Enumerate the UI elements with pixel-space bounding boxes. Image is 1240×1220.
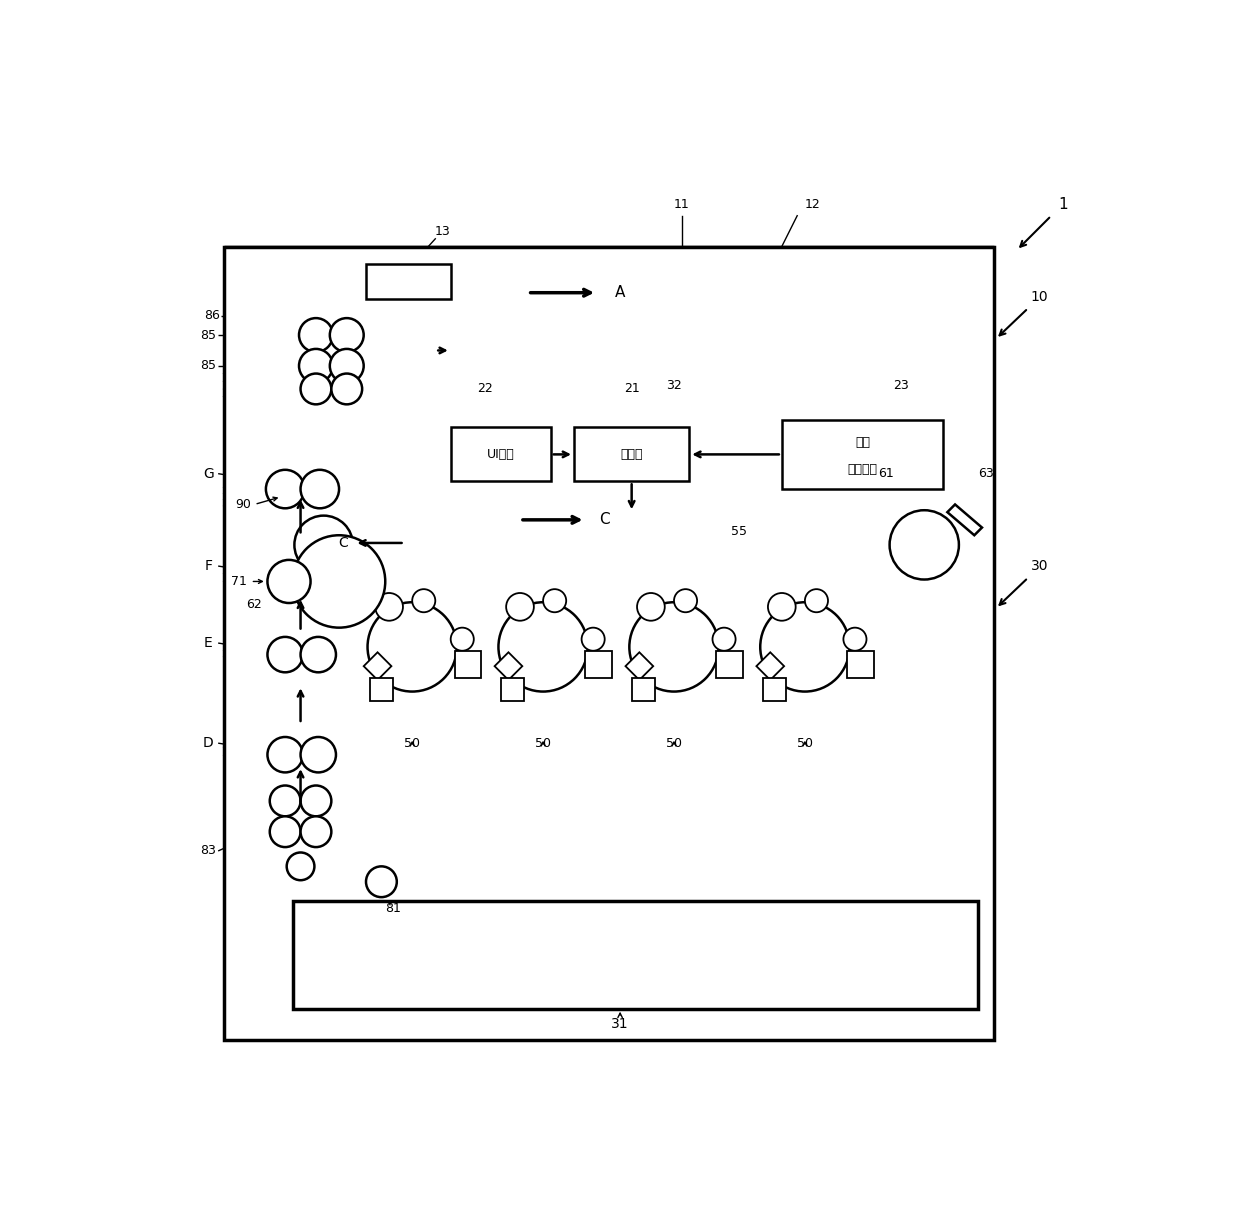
Circle shape [331,373,362,404]
Circle shape [299,349,332,383]
Circle shape [330,318,363,353]
Circle shape [543,589,567,612]
Text: 71: 71 [231,575,247,588]
Text: A: A [615,285,625,300]
Circle shape [330,349,363,383]
Text: 63: 63 [978,467,993,481]
Circle shape [300,637,336,672]
Circle shape [768,593,796,621]
Text: 90: 90 [234,498,250,511]
Text: 1: 1 [1058,196,1068,211]
Circle shape [294,516,353,575]
Text: 21: 21 [624,382,640,395]
Circle shape [889,510,959,580]
Bar [293,902,978,1009]
Circle shape [582,627,605,650]
Text: 控制器: 控制器 [620,448,642,461]
Text: 31: 31 [611,1017,629,1031]
Bar [450,427,551,482]
Circle shape [412,589,435,612]
Text: 22: 22 [477,382,494,395]
Text: UI单元: UI单元 [487,448,515,461]
Circle shape [300,816,331,847]
Circle shape [366,866,397,897]
Circle shape [675,589,697,612]
Circle shape [300,786,331,816]
Circle shape [268,737,303,772]
Bar [223,246,993,1039]
Circle shape [300,737,336,772]
Bar [585,650,613,677]
Polygon shape [756,653,784,680]
Text: 50: 50 [797,737,813,749]
Text: 85: 85 [200,328,216,342]
Text: 50: 50 [666,737,682,749]
Text: 图像: 图像 [856,437,870,449]
Text: 85: 85 [200,360,216,372]
Bar [781,420,944,489]
Text: 62: 62 [247,598,262,611]
Bar [847,650,874,677]
Circle shape [270,786,300,816]
Circle shape [367,603,456,692]
Circle shape [506,593,534,621]
Circle shape [300,470,339,509]
Bar [717,650,743,677]
Text: 81: 81 [384,903,401,915]
Circle shape [630,603,719,692]
Polygon shape [495,653,522,680]
Text: 30: 30 [1030,559,1049,573]
Circle shape [268,637,303,672]
Bar [501,677,523,700]
Text: C: C [339,536,347,550]
Text: 13: 13 [435,224,451,238]
Bar [455,650,481,677]
Text: 86: 86 [205,310,219,322]
Circle shape [286,853,315,880]
Text: 61: 61 [878,467,894,481]
Circle shape [293,536,386,627]
Text: 12: 12 [805,198,821,211]
Circle shape [450,627,474,650]
Polygon shape [947,504,982,536]
Circle shape [299,318,332,353]
Text: D: D [203,736,213,750]
Polygon shape [625,653,653,680]
Text: C: C [599,512,610,527]
Text: F: F [205,559,212,573]
Text: 32: 32 [666,378,682,392]
Bar [631,677,655,700]
Text: 11: 11 [673,198,689,211]
Text: 50: 50 [404,737,420,749]
Text: 83: 83 [200,844,216,858]
Circle shape [713,627,735,650]
Text: 50: 50 [536,737,551,749]
Bar [763,677,786,700]
Text: 处理单元: 处理单元 [848,464,878,476]
Polygon shape [363,653,392,680]
Bar [366,265,450,299]
Circle shape [760,603,849,692]
Text: G: G [203,467,213,481]
Circle shape [268,560,310,603]
Bar [574,427,689,482]
Text: 23: 23 [893,378,909,392]
Text: E: E [203,636,212,650]
Bar [370,677,393,700]
Text: 55: 55 [732,525,748,538]
Circle shape [376,593,403,621]
Circle shape [498,603,588,692]
Circle shape [270,816,300,847]
Text: 10: 10 [1030,289,1049,304]
Circle shape [265,470,304,509]
Circle shape [300,373,331,404]
Circle shape [637,593,665,621]
Circle shape [843,627,867,650]
Circle shape [805,589,828,612]
